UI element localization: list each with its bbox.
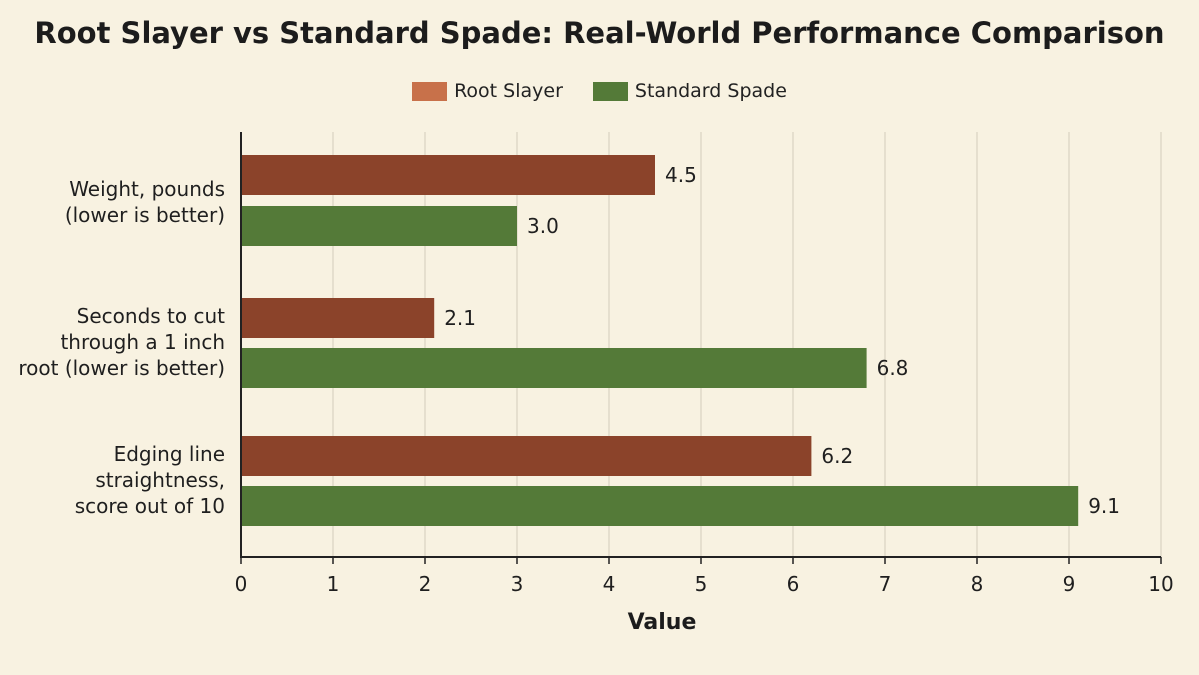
legend-swatch-standard-spade (592, 81, 628, 101)
data-label-root-slayer-1: 2.1 (444, 306, 476, 330)
bar-standard-spade-0 (242, 206, 517, 246)
chart-title: Root Slayer vs Standard Spade: Real-Worl… (34, 16, 1165, 50)
data-label-root-slayer-0: 4.5 (665, 163, 697, 187)
x-tick-label-6: 6 (787, 572, 800, 596)
data-label-root-slayer-2: 6.2 (821, 444, 853, 468)
bar-root-slayer-0 (242, 155, 655, 195)
bar-root-slayer-2 (242, 436, 812, 476)
x-tick-label-2: 2 (419, 572, 432, 596)
x-axis-title: Value (627, 610, 697, 635)
legend-label-root-slayer: Root Slayer (454, 80, 563, 102)
x-tick-label-10: 10 (1148, 572, 1173, 596)
bar-root-slayer-1 (242, 298, 435, 338)
category-label-0: Weight, pounds (lower is better) (0, 176, 225, 228)
legend-item-standard-spade: Standard Spade (592, 80, 787, 102)
category-label-line: Edging line (113, 442, 225, 466)
legend-item-root-slayer: Root Slayer (412, 80, 563, 102)
x-tick-label-4: 4 (603, 572, 616, 596)
legend-label-standard-spade: Standard Spade (634, 80, 787, 102)
category-label-line: Seconds to cut (76, 304, 225, 328)
data-label-standard-spade-2: 9.1 (1088, 494, 1120, 518)
category-label-line: through a 1 inch (60, 330, 225, 354)
category-label-line: score out of 10 (74, 494, 225, 518)
x-tick-label-8: 8 (971, 572, 984, 596)
legend-swatch-root-slayer (412, 81, 448, 101)
category-label-2: Edging line straightness, score out of 10 (0, 441, 225, 519)
data-label-standard-spade-1: 6.8 (877, 356, 909, 380)
x-tick-label-1: 1 (327, 572, 340, 596)
category-label-line: root (lower is better) (18, 356, 225, 380)
category-label-line: straightness, (95, 468, 225, 492)
x-tick-label-3: 3 (511, 572, 524, 596)
legend: Root Slayer Standard Spade (0, 80, 1199, 102)
bar-standard-spade-1 (242, 348, 867, 388)
category-label-1: Seconds to cut through a 1 inch root (lowe… (0, 303, 225, 381)
x-tick-label-7: 7 (879, 572, 892, 596)
x-tick-label-0: 0 (235, 572, 248, 596)
x-tick-label-5: 5 (695, 572, 708, 596)
category-label-line: (lower is better) (64, 203, 225, 227)
x-tick-label-9: 9 (1063, 572, 1076, 596)
bar-standard-spade-2 (242, 486, 1079, 526)
category-label-line: Weight, pounds (69, 177, 225, 201)
data-label-standard-spade-0: 3.0 (527, 214, 559, 238)
